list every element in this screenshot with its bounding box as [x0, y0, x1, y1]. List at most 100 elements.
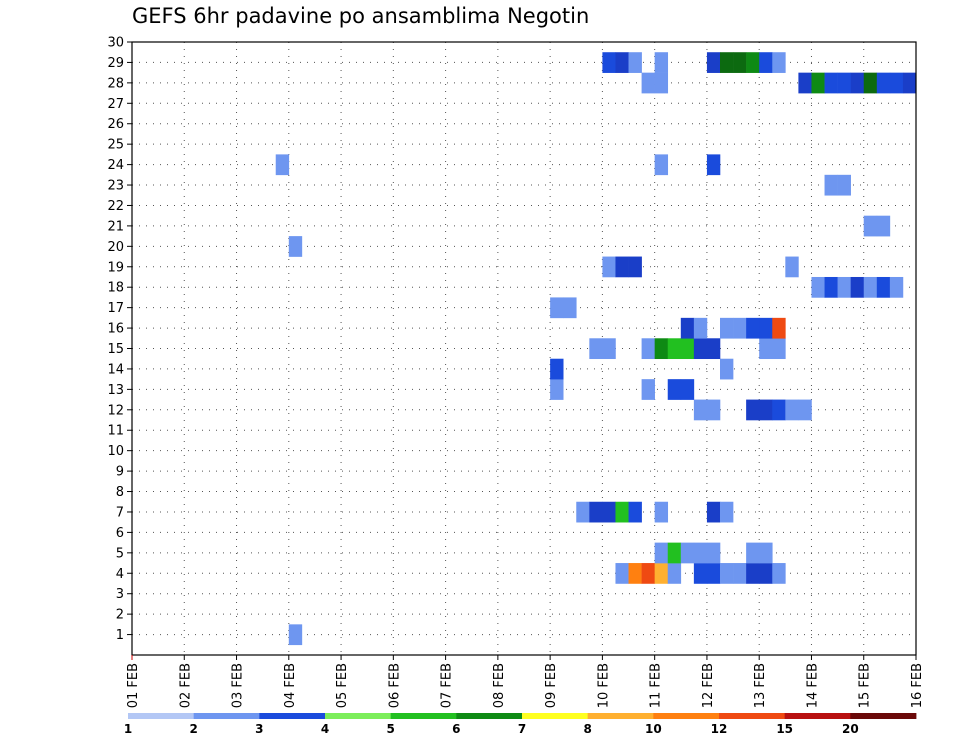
heatmap-cell [824, 276, 838, 298]
colorbar-label: 3 [255, 722, 263, 736]
heatmap-cell [706, 542, 721, 564]
y-tick-label: 27 [107, 97, 124, 112]
y-tick-label: 11 [107, 424, 124, 439]
heatmap-cell [746, 52, 760, 73]
y-tick-label: 5 [116, 546, 124, 561]
colorbar-swatch [522, 713, 589, 719]
heatmap-cell [720, 563, 734, 584]
heatmap-cell [772, 338, 786, 360]
heatmap-cell [628, 52, 642, 73]
heatmap-cell [654, 501, 669, 523]
heatmap-cell [693, 542, 708, 564]
heatmap-cell [863, 276, 878, 298]
colorbar-swatch [653, 713, 720, 719]
heatmap-cell [785, 399, 799, 421]
colorbar-label: 8 [583, 722, 591, 736]
heatmap-cell [693, 399, 708, 421]
heatmap-cell [641, 563, 655, 584]
heatmap-cell [824, 174, 838, 196]
heatmap-cell [667, 379, 682, 400]
x-tick-label: 15 FEB [858, 663, 873, 708]
x-tick-label: 12 FEB [701, 663, 716, 708]
heatmap-cell [288, 236, 303, 257]
colorbar-swatch [456, 713, 523, 719]
heatmap-cell [628, 256, 642, 278]
heatmap-cell [759, 317, 773, 339]
y-tick-label: 29 [107, 56, 124, 71]
heatmap-cell [863, 215, 878, 237]
colorbar-label: 1 [124, 722, 132, 736]
colorbar-swatch [850, 713, 917, 719]
y-tick-label: 26 [107, 117, 124, 132]
heatmap-cell [772, 52, 786, 73]
heatmap-cell [720, 501, 734, 523]
heatmap-cell [654, 563, 669, 584]
heatmap-cell [889, 72, 904, 94]
y-tick-label: 14 [107, 362, 124, 377]
colorbar-label: 7 [518, 722, 526, 736]
chart-title: GEFS 6hr padavine po ansamblima Negotin [132, 4, 590, 28]
heatmap-cell [628, 563, 642, 584]
y-tick-label: 9 [116, 465, 124, 480]
heatmap-cell [275, 154, 290, 176]
heatmap-cell [706, 563, 721, 584]
heatmap-cells [275, 52, 916, 646]
heatmap-cell [876, 276, 891, 298]
x-tick-label: 14 FEB [805, 663, 820, 708]
heatmap-cell [902, 72, 916, 94]
y-tick-label: 4 [116, 567, 124, 582]
colorbar-label: 5 [386, 722, 394, 736]
y-tick-label: 7 [116, 505, 124, 520]
x-tick-label: 01 FEB [126, 663, 141, 708]
heatmap-cell [746, 542, 760, 564]
colorbar-swatch [719, 713, 786, 719]
x-tick-label: 05 FEB [335, 663, 350, 708]
heatmap-cell [746, 399, 760, 421]
heatmap-cell [706, 501, 721, 523]
heatmap-cell [654, 154, 669, 176]
heatmap-cell [615, 52, 629, 73]
heatmap-cell [772, 399, 786, 421]
x-tick-label: 09 FEB [544, 663, 559, 708]
heatmap-cell [798, 72, 812, 94]
colorbar-swatch [784, 713, 851, 719]
heatmap-cell [654, 338, 669, 360]
grid-lines [132, 41, 916, 655]
y-tick-label: 12 [107, 403, 124, 418]
heatmap-cell [693, 563, 708, 584]
y-tick-label: 24 [107, 158, 124, 173]
colorbar-label: 10 [645, 722, 662, 736]
heatmap-cell [680, 379, 695, 400]
heatmap-cell [759, 542, 773, 564]
heatmap-cell [759, 52, 773, 73]
heatmap-cell [667, 563, 682, 584]
heatmap-cell [876, 215, 891, 237]
y-tick-label: 23 [107, 179, 124, 194]
y-tick-label: 10 [107, 444, 124, 459]
heatmap-cell [863, 72, 878, 94]
heatmap-cell [602, 338, 616, 360]
heatmap-cell [693, 317, 708, 339]
heatmap-cell [798, 399, 812, 421]
heatmap-cell [654, 72, 669, 94]
heatmap-cell [811, 276, 825, 298]
y-tick-label: 28 [107, 76, 124, 91]
y-tick-label: 16 [107, 322, 124, 337]
x-axis: 01 FEB 02 FEB 03 FEB 04 FEB 05 FEB 06 FEB 07 F… [126, 655, 925, 708]
heatmap-cell [733, 52, 747, 73]
y-tick-label: 6 [116, 526, 124, 541]
x-tick-label: 02 FEB [178, 663, 193, 708]
heatmap-cell [654, 52, 669, 73]
heatmap-cell [550, 358, 564, 380]
heatmap-cell [706, 154, 721, 176]
heatmap-cell [641, 338, 655, 360]
heatmap-cell [733, 317, 747, 339]
heatmap-cell [602, 52, 616, 73]
heatmap-cell [641, 72, 655, 94]
y-tick-label: 15 [107, 342, 124, 357]
colorbar-swatch [193, 713, 260, 719]
heatmap-cell [720, 52, 734, 73]
heatmap-cell [772, 317, 786, 339]
y-tick-label: 20 [107, 240, 124, 255]
x-tick-label: 04 FEB [283, 663, 298, 708]
